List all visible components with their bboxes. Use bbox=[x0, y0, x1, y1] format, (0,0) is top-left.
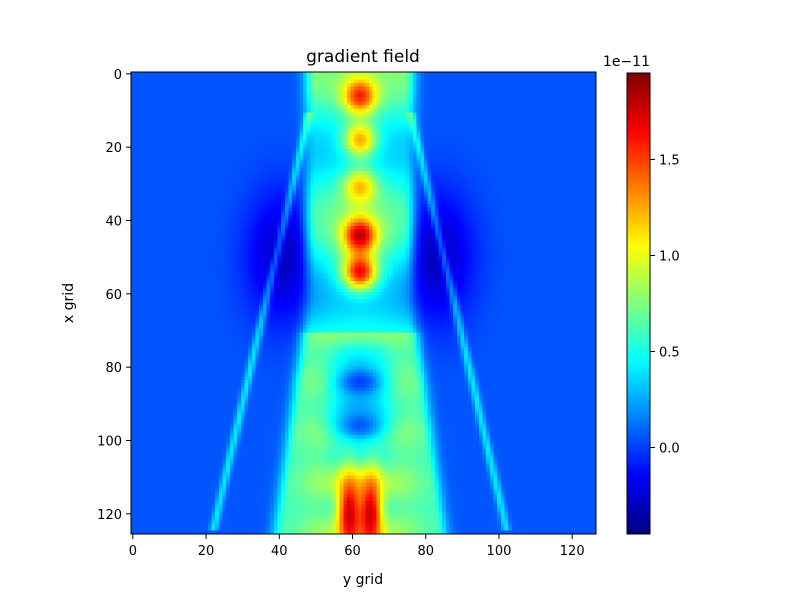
colorbar bbox=[627, 73, 650, 534]
y-tick-label: 120 bbox=[97, 508, 122, 523]
y-tick-label: 40 bbox=[105, 215, 122, 230]
x-tick-label: 120 bbox=[560, 544, 585, 559]
x-tick-label: 60 bbox=[344, 544, 361, 559]
colorbar-tick-label: 1.0 bbox=[659, 249, 680, 264]
y-tick-label: 80 bbox=[105, 361, 122, 376]
x-tick-label: 20 bbox=[198, 544, 215, 559]
y-tick-label: 60 bbox=[105, 288, 122, 303]
y-tick-label: 100 bbox=[97, 435, 122, 450]
colorbar-tick-label: 0.5 bbox=[659, 346, 680, 361]
colorbar-tick-label: 0.0 bbox=[659, 442, 680, 457]
x-axis-ticks: 0 20 40 60 80 100 120 bbox=[129, 534, 585, 559]
x-axis-label: y grid bbox=[343, 572, 383, 588]
colorbar-scale-label: 1e−11 bbox=[603, 54, 650, 70]
y-tick-label: 0 bbox=[114, 68, 122, 83]
plot-frame bbox=[130, 71, 597, 535]
x-tick-label: 0 bbox=[129, 544, 137, 559]
colorbar-tick-label: 1.5 bbox=[659, 153, 680, 168]
x-tick-label: 100 bbox=[487, 544, 512, 559]
heatmap-image bbox=[131, 72, 596, 534]
y-tick-label: 20 bbox=[105, 141, 122, 156]
x-tick-label: 80 bbox=[417, 544, 434, 559]
y-axis-ticks: 0 20 40 60 80 100 120 bbox=[97, 68, 131, 523]
y-axis-label: x grid bbox=[61, 283, 77, 323]
chart-title: gradient field bbox=[306, 47, 420, 67]
x-tick-label: 40 bbox=[271, 544, 288, 559]
colorbar-frame bbox=[626, 72, 651, 535]
colorbar-ticks: 0.0 0.5 1.0 1.5 bbox=[650, 153, 680, 457]
